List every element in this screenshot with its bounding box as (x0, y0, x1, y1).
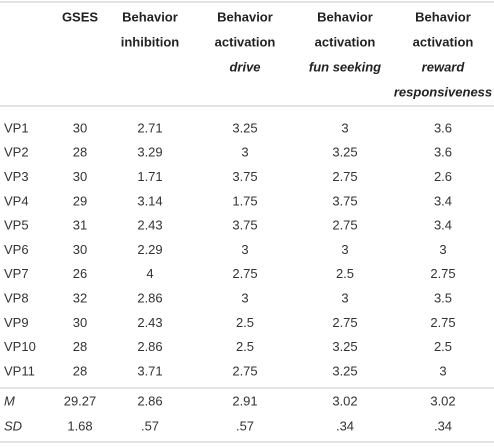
header-cell: inhibition (121, 34, 180, 49)
header-cell: responsiveness (394, 84, 492, 99)
header-cell: Behavior (317, 9, 373, 24)
cell: 3.14 (137, 193, 162, 208)
cell: 3.25 (232, 120, 257, 135)
cell: 3.75 (232, 169, 257, 184)
cell: 2.5 (336, 266, 354, 281)
header-cell: activation (315, 34, 376, 49)
cell: 29 (73, 193, 87, 208)
cell: 1.68 (67, 418, 92, 433)
cell: 3 (341, 242, 348, 257)
cell: 2.43 (137, 218, 162, 233)
cell: 2.75 (232, 363, 257, 378)
cell: 2.29 (137, 242, 162, 257)
cell: 1.75 (232, 193, 257, 208)
cell: 2.6 (434, 169, 452, 184)
header-cell: Behavior (122, 9, 178, 24)
cell: 2.75 (332, 218, 357, 233)
cell: 29.27 (64, 393, 97, 408)
row-label: M (4, 393, 15, 408)
cell: 2.5 (236, 315, 254, 330)
cell: 1.71 (137, 169, 162, 184)
cell: 30 (73, 242, 87, 257)
cell: 3.75 (332, 193, 357, 208)
cell: 3.4 (434, 218, 452, 233)
cell: .57 (236, 418, 254, 433)
cell: 3 (341, 120, 348, 135)
row-label: VP10 (4, 339, 36, 354)
cell: 3 (439, 363, 446, 378)
cell: 2.86 (137, 339, 162, 354)
cell: 28 (73, 363, 87, 378)
cell: 30 (73, 169, 87, 184)
cell: 2.91 (232, 393, 257, 408)
cell: .57 (141, 418, 159, 433)
cell: 3 (439, 242, 446, 257)
cell: 2.75 (332, 315, 357, 330)
header-cell: drive (229, 59, 260, 74)
cell: 31 (73, 218, 87, 233)
cell: 32 (73, 291, 87, 306)
row-label: VP3 (4, 169, 29, 184)
header-cell: Behavior (217, 9, 273, 24)
cell: 3 (341, 291, 348, 306)
row-label: VP7 (4, 266, 29, 281)
header-cell: Behavior (415, 9, 471, 24)
cell: 2.5 (434, 339, 452, 354)
cell: .34 (434, 418, 452, 433)
header-cell: activation (413, 34, 474, 49)
cell: 2.86 (137, 291, 162, 306)
cell: 2.75 (232, 266, 257, 281)
cell: 3.4 (434, 193, 452, 208)
cell: 3 (241, 145, 248, 160)
cell: 3.29 (137, 145, 162, 160)
cell: 2.43 (137, 315, 162, 330)
row-label: VP11 (4, 363, 35, 378)
cell: 4 (146, 266, 153, 281)
cell: 3.25 (332, 339, 357, 354)
cell: 26 (73, 266, 87, 281)
cell: 3.6 (434, 120, 452, 135)
header-cell: fun seeking (309, 59, 381, 74)
cell: 3.6 (434, 145, 452, 160)
cell: 3.25 (332, 363, 357, 378)
row-label: VP4 (4, 193, 29, 208)
cell: 28 (73, 145, 87, 160)
cell: 3.02 (430, 393, 455, 408)
row-label: VP9 (4, 315, 29, 330)
cell: .34 (336, 418, 354, 433)
cell: 3.02 (332, 393, 357, 408)
header-cell: reward (422, 59, 466, 74)
row-label: VP1 (4, 120, 29, 135)
cell: 3.75 (232, 218, 257, 233)
row-label: VP2 (4, 145, 29, 160)
cell: 2.75 (430, 266, 455, 281)
cell: 2.75 (332, 169, 357, 184)
cell: 30 (73, 315, 87, 330)
header-cell: activation (215, 34, 276, 49)
header-cell: GSES (62, 9, 98, 24)
cell: 3 (241, 291, 248, 306)
row-label: VP6 (4, 242, 29, 257)
cell: 2.71 (137, 120, 162, 135)
cell: 3 (241, 242, 248, 257)
cell: 2.75 (430, 315, 455, 330)
row-label: VP8 (4, 291, 29, 306)
cell: 3.5 (434, 291, 452, 306)
cell: 28 (73, 339, 87, 354)
row-label: SD (4, 418, 22, 433)
cell: 2.86 (137, 393, 162, 408)
cell: 30 (73, 120, 87, 135)
cell: 3.25 (332, 145, 357, 160)
cell: 3.71 (137, 363, 162, 378)
cell: 2.5 (236, 339, 254, 354)
row-label: VP5 (4, 218, 29, 233)
